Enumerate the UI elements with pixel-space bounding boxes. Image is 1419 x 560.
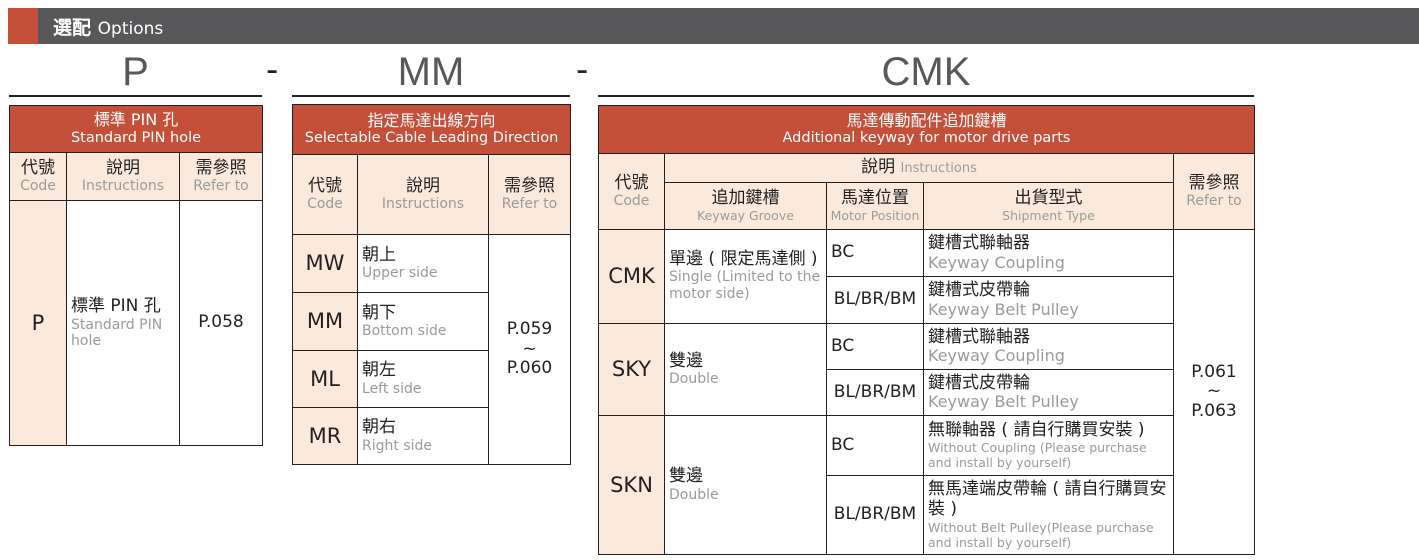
shipment-cell: 鍵槽式皮帶輪 Keyway Belt Pulley [923, 369, 1174, 416]
groove-cell: 雙邊 Double [664, 323, 827, 416]
table-title: 馬達傳動配件追加鍵槽 Additional keyway for motor dr… [598, 105, 1255, 154]
code-cell: SKN [598, 415, 665, 555]
table-row: SKN 雙邊 Double BC 無聯軸器 ( 請自行購買安裝 ) Without … [598, 415, 1255, 555]
title-en: Options [97, 19, 164, 39]
shipment-cell: 鍵槽式聯軸器 Keyway Coupling [923, 323, 1174, 370]
table-p: 標準 PIN 孔 Standard PIN hole 代號 Code 說明 Instr… [9, 105, 263, 446]
position-cell: BC [826, 229, 924, 277]
separator: - [266, 50, 279, 90]
col-keyway-groove: 追加鍵槽 Keyway Groove [664, 182, 827, 230]
separator: - [576, 50, 589, 90]
desc-cell: 朝上 Upper side [357, 234, 489, 293]
groove-cell: 雙邊 Double [664, 415, 827, 555]
divider [292, 95, 570, 97]
position-cell: BC [826, 415, 924, 476]
table-row: BL/BR/BM 鍵槽式皮帶輪 Keyway Belt Pulley [599, 276, 1255, 324]
col-refer: 需參照 Refer to [179, 152, 263, 201]
table-row: MW 朝上 Upper side P.059 ~ P.060 [292, 234, 571, 465]
title-zh: 選配 [53, 17, 92, 39]
code-cell: P [9, 200, 67, 446]
table-row: BL/BR/BM 無馬達端皮帶輪 ( 請自行購買安裝 ) Without Belt… [599, 475, 1255, 555]
shipment-cell: 鍵槽式皮帶輪 Keyway Belt Pulley [923, 276, 1174, 324]
col-refer: 需參照 Refer to [488, 154, 571, 235]
table-row: SKY 雙邊 Double BC 鍵槽式聯軸器 Keyway Coupling [598, 323, 1255, 416]
table-row: ML 朝左 Left side [292, 350, 571, 408]
ref-cell: P.059 ~ P.060 [488, 234, 571, 465]
col-instructions: 說明 Instructions [664, 153, 1174, 183]
desc-cell: 標準 PIN 孔 Standard PIN hole [66, 200, 180, 446]
shipment-cell: 無馬達端皮帶輪 ( 請自行購買安裝 ) Without Belt Pulley(P… [923, 475, 1174, 555]
section-title: 選配 Options [53, 13, 163, 40]
col-refer: 需參照 Refer to [1173, 153, 1255, 230]
table-cmk: 馬達傳動配件追加鍵槽 Additional keyway for motor dr… [598, 105, 1255, 555]
divider [598, 95, 1254, 97]
col-motor-position: 馬達位置 Motor Position [826, 182, 924, 230]
col-shipment-type: 出貨型式 Shipment Type [923, 182, 1174, 230]
table-title: 指定馬達出線方向 Selectable Cable Leading Directi… [292, 104, 571, 155]
position-cell: BC [826, 323, 924, 370]
table-row: MR 朝右 Right side [292, 407, 571, 465]
col-code: 代號 Code [598, 153, 665, 230]
col-instructions: 說明 Instructions [357, 154, 489, 235]
code-cell: MW [292, 234, 358, 293]
position-cell: BL/BR/BM [826, 276, 924, 324]
code-cell: CMK [598, 229, 665, 324]
accent-square [8, 8, 38, 44]
segment-mm: MM [397, 50, 465, 94]
col-code: 代號 Code [9, 152, 67, 201]
col-code: 代號 Code [292, 154, 358, 235]
segment-p: P [122, 50, 149, 94]
code-cell: ML [292, 350, 358, 408]
position-cell: BL/BR/BM [826, 369, 924, 416]
divider [9, 95, 262, 97]
table-mm: 指定馬達出線方向 Selectable Cable Leading Directi… [292, 104, 571, 465]
code-cell: MR [292, 407, 358, 465]
segment-cmk: CMK [881, 50, 971, 94]
section-title-bar: 選配 Options [8, 8, 1419, 44]
desc-cell: 朝左 Left side [357, 350, 489, 408]
table-row: CMK 單邊 ( 限定馬達側 ) Single (Limited to the m… [598, 229, 1255, 555]
ref-cell: P.061 ~ P.063 [1173, 229, 1255, 555]
groove-cell: 單邊 ( 限定馬達側 ) Single (Limited to the motor… [664, 229, 827, 324]
table-title: 標準 PIN 孔 Standard PIN hole [9, 105, 263, 153]
shipment-cell: 無聯軸器 ( 請自行購買安裝 ) Without Coupling (Please… [923, 415, 1174, 476]
col-instructions: 說明 Instructions [66, 152, 180, 201]
desc-cell: 朝下 Bottom side [357, 292, 489, 351]
code-cell: SKY [598, 323, 665, 416]
shipment-cell: 鍵槽式聯軸器 Keyway Coupling [923, 229, 1174, 277]
code-cell: MM [292, 292, 358, 351]
desc-cell: 朝右 Right side [357, 407, 489, 465]
ref-cell: P.058 [179, 200, 263, 446]
position-cell: BL/BR/BM [826, 475, 924, 555]
